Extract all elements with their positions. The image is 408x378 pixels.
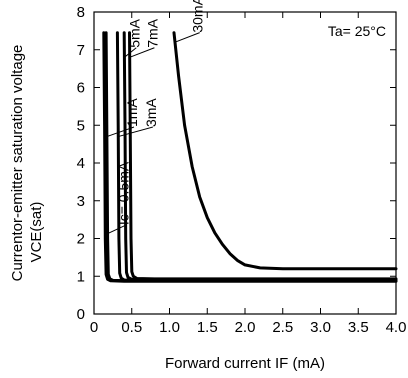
series-line-7ma xyxy=(128,31,398,281)
leader-line-1ma xyxy=(106,126,135,138)
curves-layer xyxy=(102,31,398,283)
y-tick-label: 1 xyxy=(77,268,85,285)
y-tick-label: 8 xyxy=(77,4,85,21)
labels-layer: Ic= 0.5mA 1mA 3mA 5mA 7mA 30mA xyxy=(116,0,206,225)
series-line-3ma xyxy=(115,31,398,282)
x-tick-label: 3.0 xyxy=(310,319,331,336)
y-tick-label: 2 xyxy=(77,231,85,248)
x-axis-title: Forward current IF (mA) xyxy=(165,355,325,372)
leaders-layer xyxy=(105,32,200,236)
series-label-3ma: 3mA xyxy=(143,98,159,127)
x-tick-label: 4.0 xyxy=(386,319,407,336)
x-tick-label: 2.5 xyxy=(272,319,293,336)
x-tick-label: 1.0 xyxy=(159,319,180,336)
leader-line-ic-0-5ma xyxy=(105,224,126,236)
series-label-30ma: 30mA xyxy=(190,0,206,33)
leader-line-7ma xyxy=(129,47,155,58)
leader-line-5ma xyxy=(124,47,137,58)
series-line-ic-0-5ma xyxy=(102,31,398,283)
x-tick-label: 3.5 xyxy=(348,319,369,336)
x-tick-label: 1.5 xyxy=(197,319,218,336)
series-line-30ma xyxy=(172,31,398,271)
y-axis-title-line2: VCE(sat) xyxy=(28,202,45,263)
leader-line-3ma xyxy=(118,126,154,138)
y-tick-label: 4 xyxy=(77,155,85,172)
plot-frame xyxy=(93,11,397,315)
x-tick-label: 0 xyxy=(90,319,98,336)
series-label-ic-0-5ma: Ic= 0.5mA xyxy=(116,161,132,225)
condition-label: Ta= 25°C xyxy=(328,23,386,39)
y-tick-label: 3 xyxy=(77,193,85,210)
series-line-1ma xyxy=(104,31,398,283)
series-label-7ma: 7mA xyxy=(144,18,160,47)
leader-line-30ma xyxy=(174,32,200,43)
series-label-5ma: 5mA xyxy=(126,18,142,47)
series-label-1ma: 1mA xyxy=(124,98,140,127)
series-line-5ma xyxy=(122,31,398,282)
y-tick-label: 6 xyxy=(77,80,85,97)
y-axis-title-line1: Currentor-emitter saturation voltage xyxy=(9,45,26,282)
x-tick-label: 0.5 xyxy=(121,319,142,336)
y-tick-label: 7 xyxy=(77,42,85,59)
y-tick-label: 0 xyxy=(77,306,85,323)
y-tick-label: 5 xyxy=(77,117,85,134)
x-tick-label: 2.0 xyxy=(235,319,256,336)
ticks-layer: 0 0.5 1.0 1.5 2.0 2.5 3.0 3.5 4.0 0 1 2 3 4 5 6 7 8 xyxy=(77,4,407,336)
